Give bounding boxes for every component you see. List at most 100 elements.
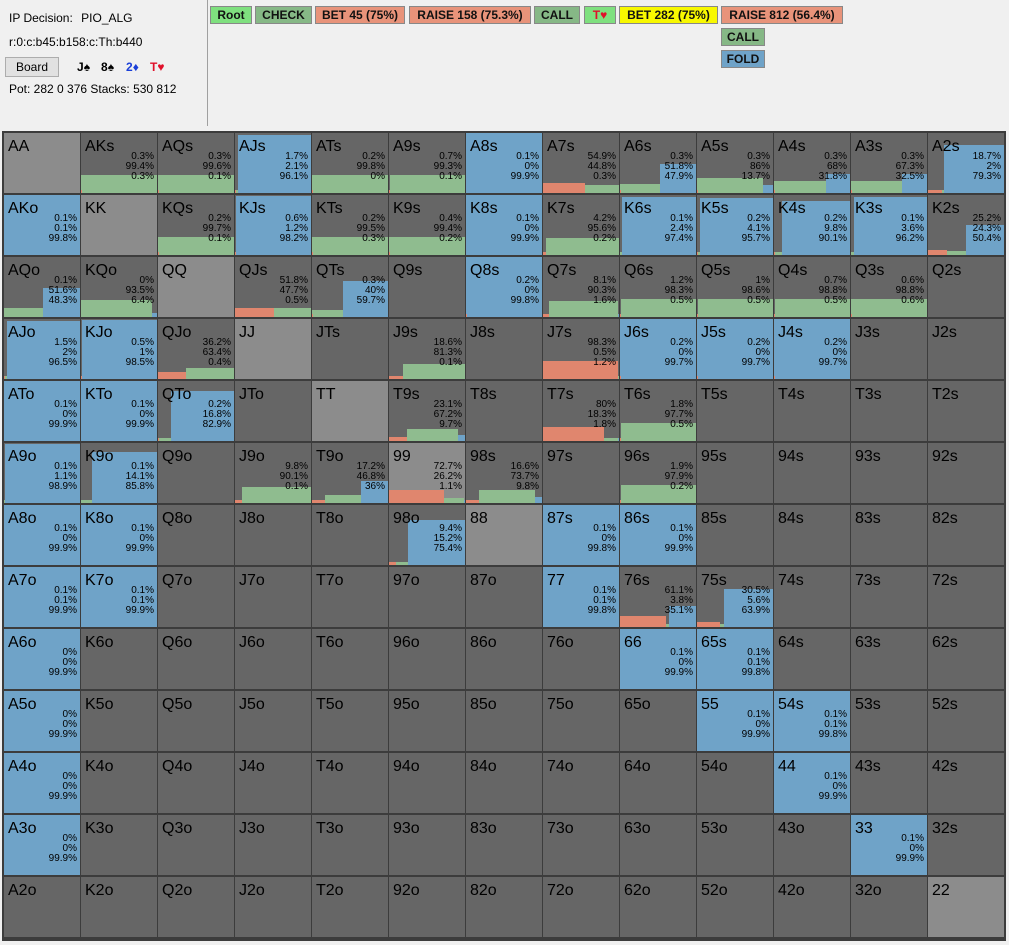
hand-cell[interactable]: K8o 0.1% 0% 99.9% xyxy=(81,505,157,565)
hand-cell[interactable]: 97s xyxy=(543,443,619,503)
hand-cell[interactable]: J9o 9.8% 90.1% 0.1% xyxy=(235,443,311,503)
hand-cell[interactable]: 66 0.1% 0% 99.9% xyxy=(620,629,696,689)
hand-cell[interactable]: 52s xyxy=(928,691,1004,751)
hand-cell[interactable]: J2s xyxy=(928,319,1004,379)
hand-cell[interactable]: 77 0.1% 0.1% 99.8% xyxy=(543,567,619,627)
hand-cell[interactable]: 62s xyxy=(928,629,1004,689)
hand-cell[interactable]: K3s 0.1% 3.6% 96.2% xyxy=(851,195,927,255)
hand-cell[interactable]: 97o xyxy=(389,567,465,627)
hand-cell[interactable]: 87s 0.1% 0% 99.8% xyxy=(543,505,619,565)
hand-cell[interactable]: T2o xyxy=(312,877,388,937)
hand-cell[interactable]: J6s 0.2% 0% 99.7% xyxy=(620,319,696,379)
action-check[interactable]: CHECK xyxy=(255,6,312,24)
hand-cell[interactable]: A7s 54.9% 44.8% 0.3% xyxy=(543,133,619,193)
hand-cell[interactable]: 85s xyxy=(697,505,773,565)
hand-cell[interactable]: 54o xyxy=(697,753,773,813)
hand-cell[interactable]: K6o xyxy=(81,629,157,689)
hand-cell[interactable]: 75s 30.5% 5.6% 63.9% xyxy=(697,567,773,627)
hand-cell[interactable]: J5s 0.2% 0% 99.7% xyxy=(697,319,773,379)
hand-cell[interactable]: 86s 0.1% 0% 99.9% xyxy=(620,505,696,565)
hand-cell[interactable]: QJs 51.8% 47.7% 0.5% xyxy=(235,257,311,317)
hand-cell[interactable]: 42o xyxy=(774,877,850,937)
hand-cell[interactable]: Q3o xyxy=(158,815,234,875)
action-call[interactable]: CALL xyxy=(534,6,580,24)
action-bet-282[interactable]: BET 282 (75%) xyxy=(619,6,718,24)
hand-cell[interactable]: T8o xyxy=(312,505,388,565)
hand-cell[interactable]: K7s 4.2% 95.6% 0.2% xyxy=(543,195,619,255)
hand-cell[interactable]: 86o xyxy=(466,629,542,689)
hand-cell[interactable]: 42s xyxy=(928,753,1004,813)
hand-cell[interactable]: JJ xyxy=(235,319,311,379)
hand-cell[interactable]: 95o xyxy=(389,691,465,751)
hand-cell[interactable]: 94o xyxy=(389,753,465,813)
action-raise-812[interactable]: RAISE 812 (56.4%) xyxy=(721,6,843,24)
hand-cell[interactable]: 96o xyxy=(389,629,465,689)
hand-cell[interactable]: K2o xyxy=(81,877,157,937)
hand-cell[interactable]: J4s 0.2% 0% 99.7% xyxy=(774,319,850,379)
hand-cell[interactable]: K8s 0.1% 0% 99.9% xyxy=(466,195,542,255)
hand-cell[interactable]: Q6o xyxy=(158,629,234,689)
hand-cell[interactable]: J4o xyxy=(235,753,311,813)
hand-cell[interactable]: 74s xyxy=(774,567,850,627)
hand-cell[interactable]: Q2o xyxy=(158,877,234,937)
hand-cell[interactable]: KTs 0.2% 99.5% 0.3% xyxy=(312,195,388,255)
hand-cell[interactable]: 64s xyxy=(774,629,850,689)
hand-cell[interactable]: ATs 0.2% 99.8% 0% xyxy=(312,133,388,193)
hand-cell[interactable]: 83s xyxy=(851,505,927,565)
hand-cell[interactable]: AA xyxy=(4,133,80,193)
action-call-option[interactable]: CALL xyxy=(721,28,765,46)
hand-cell[interactable]: KK xyxy=(81,195,157,255)
hand-cell[interactable]: 52o xyxy=(697,877,773,937)
hand-cell[interactable]: 96s 1.9% 97.9% 0.2% xyxy=(620,443,696,503)
hand-cell[interactable]: J8s xyxy=(466,319,542,379)
hand-cell[interactable]: 65s 0.1% 0.1% 99.8% xyxy=(697,629,773,689)
board-button[interactable]: Board xyxy=(5,57,59,77)
action-root[interactable]: Root xyxy=(210,6,252,24)
hand-cell[interactable]: 64o xyxy=(620,753,696,813)
hand-cell[interactable]: K4o xyxy=(81,753,157,813)
hand-cell[interactable]: T7o xyxy=(312,567,388,627)
hand-cell[interactable]: JTs xyxy=(312,319,388,379)
hand-cell[interactable]: T8s xyxy=(466,381,542,441)
hand-cell[interactable]: Q8s 0.2% 0% 99.8% xyxy=(466,257,542,317)
hand-cell[interactable]: 93o xyxy=(389,815,465,875)
hand-cell[interactable]: 98s 16.6% 73.7% 9.8% xyxy=(466,443,542,503)
hand-cell[interactable]: 76s 61.1% 3.8% 35.1% xyxy=(620,567,696,627)
hand-cell[interactable]: 44 0.1% 0% 99.9% xyxy=(774,753,850,813)
hand-cell[interactable]: 83o xyxy=(466,815,542,875)
hand-cell[interactable]: 65o xyxy=(620,691,696,751)
hand-cell[interactable]: J7o xyxy=(235,567,311,627)
hand-cell[interactable]: 82o xyxy=(466,877,542,937)
hand-cell[interactable]: K7o 0.1% 0.1% 99.9% xyxy=(81,567,157,627)
hand-cell[interactable]: 85o xyxy=(466,691,542,751)
hand-cell[interactable]: 92s xyxy=(928,443,1004,503)
hand-cell[interactable]: 92o xyxy=(389,877,465,937)
hand-cell[interactable]: Q7s 8.1% 90.3% 1.6% xyxy=(543,257,619,317)
hand-cell[interactable]: A3o 0% 0% 99.9% xyxy=(4,815,80,875)
hand-cell[interactable]: K6s 0.1% 2.4% 97.4% xyxy=(620,195,696,255)
hand-cell[interactable]: A4o 0% 0% 99.9% xyxy=(4,753,80,813)
hand-cell[interactable]: Q3s 0.6% 98.8% 0.6% xyxy=(851,257,927,317)
action-fold-option[interactable]: FOLD xyxy=(721,50,765,68)
hand-cell[interactable]: KQs 0.2% 99.7% 0.1% xyxy=(158,195,234,255)
hand-cell[interactable]: 94s xyxy=(774,443,850,503)
hand-cell[interactable]: Q5s 1% 98.6% 0.5% xyxy=(697,257,773,317)
hand-cell[interactable]: Q8o xyxy=(158,505,234,565)
hand-cell[interactable]: 72s xyxy=(928,567,1004,627)
hand-cell[interactable]: J6o xyxy=(235,629,311,689)
hand-cell[interactable]: ATo 0.1% 0% 99.9% xyxy=(4,381,80,441)
hand-cell[interactable]: K3o xyxy=(81,815,157,875)
hand-cell[interactable]: J8o xyxy=(235,505,311,565)
hand-cell[interactable]: 84o xyxy=(466,753,542,813)
hand-cell[interactable]: 88 xyxy=(466,505,542,565)
hand-cell[interactable]: J2o xyxy=(235,877,311,937)
hand-cell[interactable]: 74o xyxy=(543,753,619,813)
hand-cell[interactable]: J9s 18.6% 81.3% 0.1% xyxy=(389,319,465,379)
hand-cell[interactable]: K9o 0.1% 14.1% 85.8% xyxy=(81,443,157,503)
hand-cell[interactable]: A9o 0.1% 1.1% 98.9% xyxy=(4,443,80,503)
hand-cell[interactable]: AQo 0.1% 51.6% 48.3% xyxy=(4,257,80,317)
hand-cell[interactable]: 73s xyxy=(851,567,927,627)
hand-cell[interactable]: 99 72.7% 26.2% 1.1% xyxy=(389,443,465,503)
hand-cell[interactable]: T4o xyxy=(312,753,388,813)
hand-cell[interactable]: 72o xyxy=(543,877,619,937)
